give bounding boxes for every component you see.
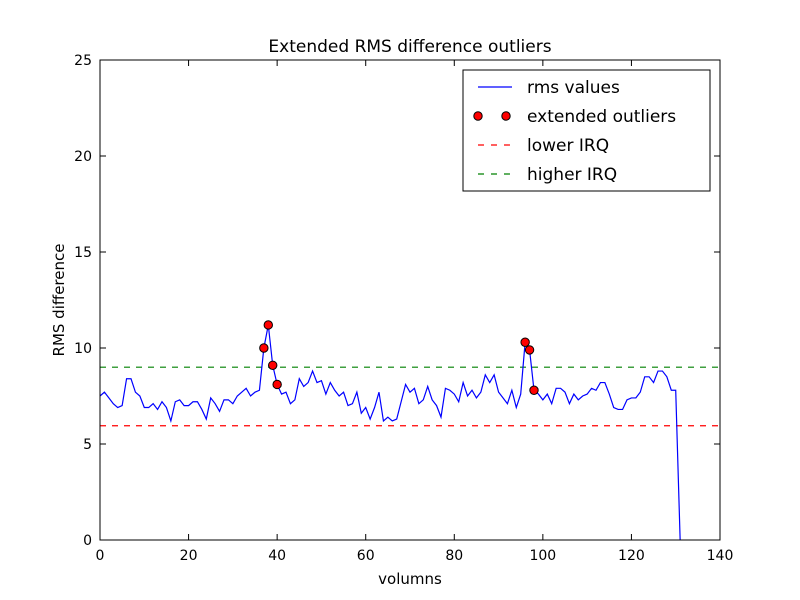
x-axis-label: volumns [378, 570, 442, 588]
legend-box [462, 69, 711, 192]
axes-frame [99, 59, 721, 541]
y-tick-label: 5 [83, 437, 92, 453]
x-tick-label: 40 [268, 548, 286, 564]
x-tick-label: 0 [96, 548, 105, 564]
axes: 0 20 40 60 80 100 120 140 0 5 10 15 20 25 [74, 53, 733, 564]
y-axis-label: RMS difference [50, 244, 68, 357]
y-tick-label: 20 [74, 149, 92, 165]
y-tick-label: 10 [74, 341, 92, 357]
x-tick-label: 80 [445, 548, 463, 564]
x-tick-label: 20 [180, 548, 198, 564]
y-tick-label: 0 [83, 533, 92, 549]
outlier-point [259, 343, 269, 353]
y-tick-label: 25 [74, 53, 92, 69]
outlier-point [268, 360, 278, 370]
legend-swatch-extended-outliers [473, 111, 483, 121]
outlier-point [529, 385, 539, 395]
x-tick-label: 120 [618, 548, 645, 564]
x-tick-label: 100 [529, 548, 556, 564]
outlier-point [272, 379, 282, 390]
outlier-point [263, 320, 273, 330]
legend-label-rms-values: rms values [527, 78, 620, 98]
legend-label-extended-outliers: extended outliers [527, 107, 676, 127]
outlier-point [524, 345, 535, 355]
series-rms-values-line [99, 324, 681, 541]
outlier-point [520, 337, 530, 347]
x-tick-label: 140 [707, 548, 734, 564]
chart-title: Extended RMS difference outliers [268, 37, 551, 57]
legend-swatch-extended-outliers [501, 111, 511, 121]
plot-area [99, 320, 720, 541]
y-tick-label: 15 [74, 245, 92, 261]
legend: rms values extended outliers lower IRQ high… [462, 69, 711, 192]
x-tick-label: 60 [357, 548, 375, 564]
legend-label-higher-irq: higher IRQ [527, 165, 617, 185]
legend-label-lower-irq: lower IRQ [527, 136, 609, 156]
